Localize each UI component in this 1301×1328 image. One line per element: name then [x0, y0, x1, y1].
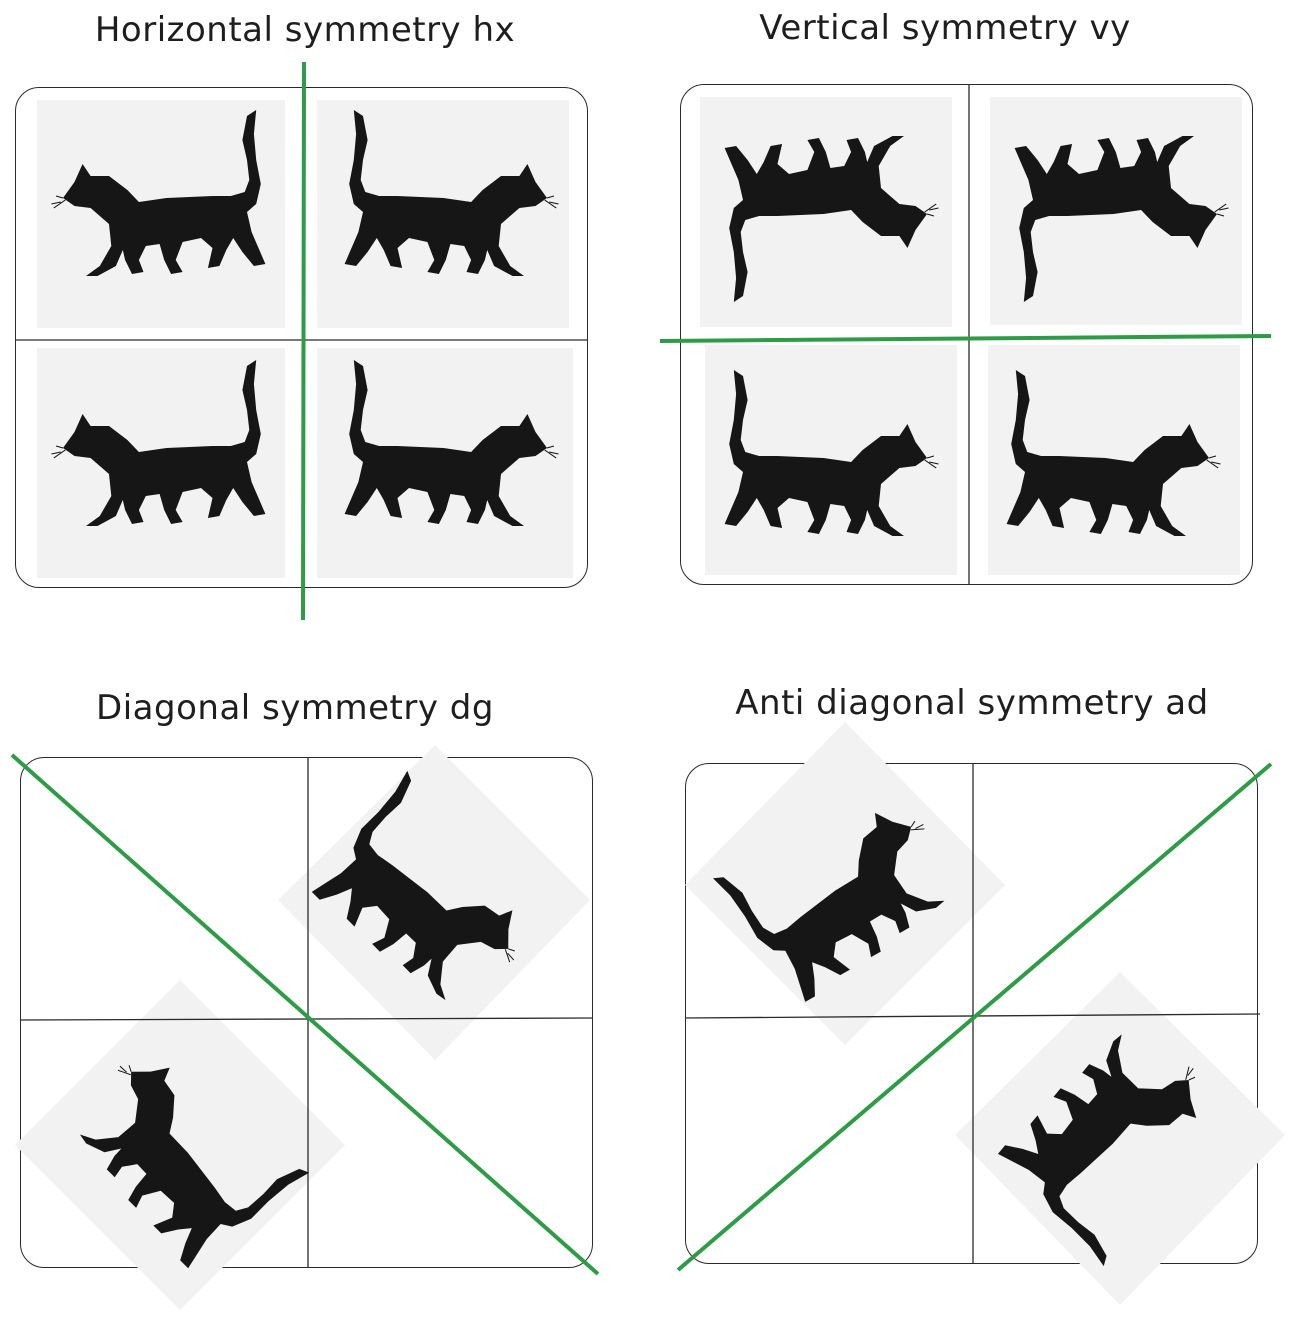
panel-vertical	[659, 84, 1272, 585]
panel-title-horizontal: Horizontal symmetry hx	[94, 10, 516, 50]
panel-horizontal	[15, 61, 588, 621]
symmetry-axis-line	[301, 61, 306, 621]
panel-title-vertical: Vertical symmetry vy	[759, 8, 1131, 48]
panel-anti-diagonal	[676, 722, 1285, 1305]
tile-bottom-right	[955, 972, 1285, 1305]
panel-title-diagonal: Diagonal symmetry dg	[96, 688, 494, 728]
symmetry-axis-line	[10, 753, 600, 1276]
tile-top-left	[685, 722, 1005, 1045]
panel-title-anti-diagonal: Anti diagonal symmetry ad	[735, 683, 1209, 723]
panel-diagonal	[10, 745, 600, 1310]
panel-diagonal-frame	[20, 757, 593, 1268]
grid-line	[684, 1013, 1261, 1019]
grid-line	[19, 1017, 594, 1021]
symmetry-axis-line	[659, 334, 1272, 343]
symmetry-axis-line	[676, 762, 1273, 1272]
